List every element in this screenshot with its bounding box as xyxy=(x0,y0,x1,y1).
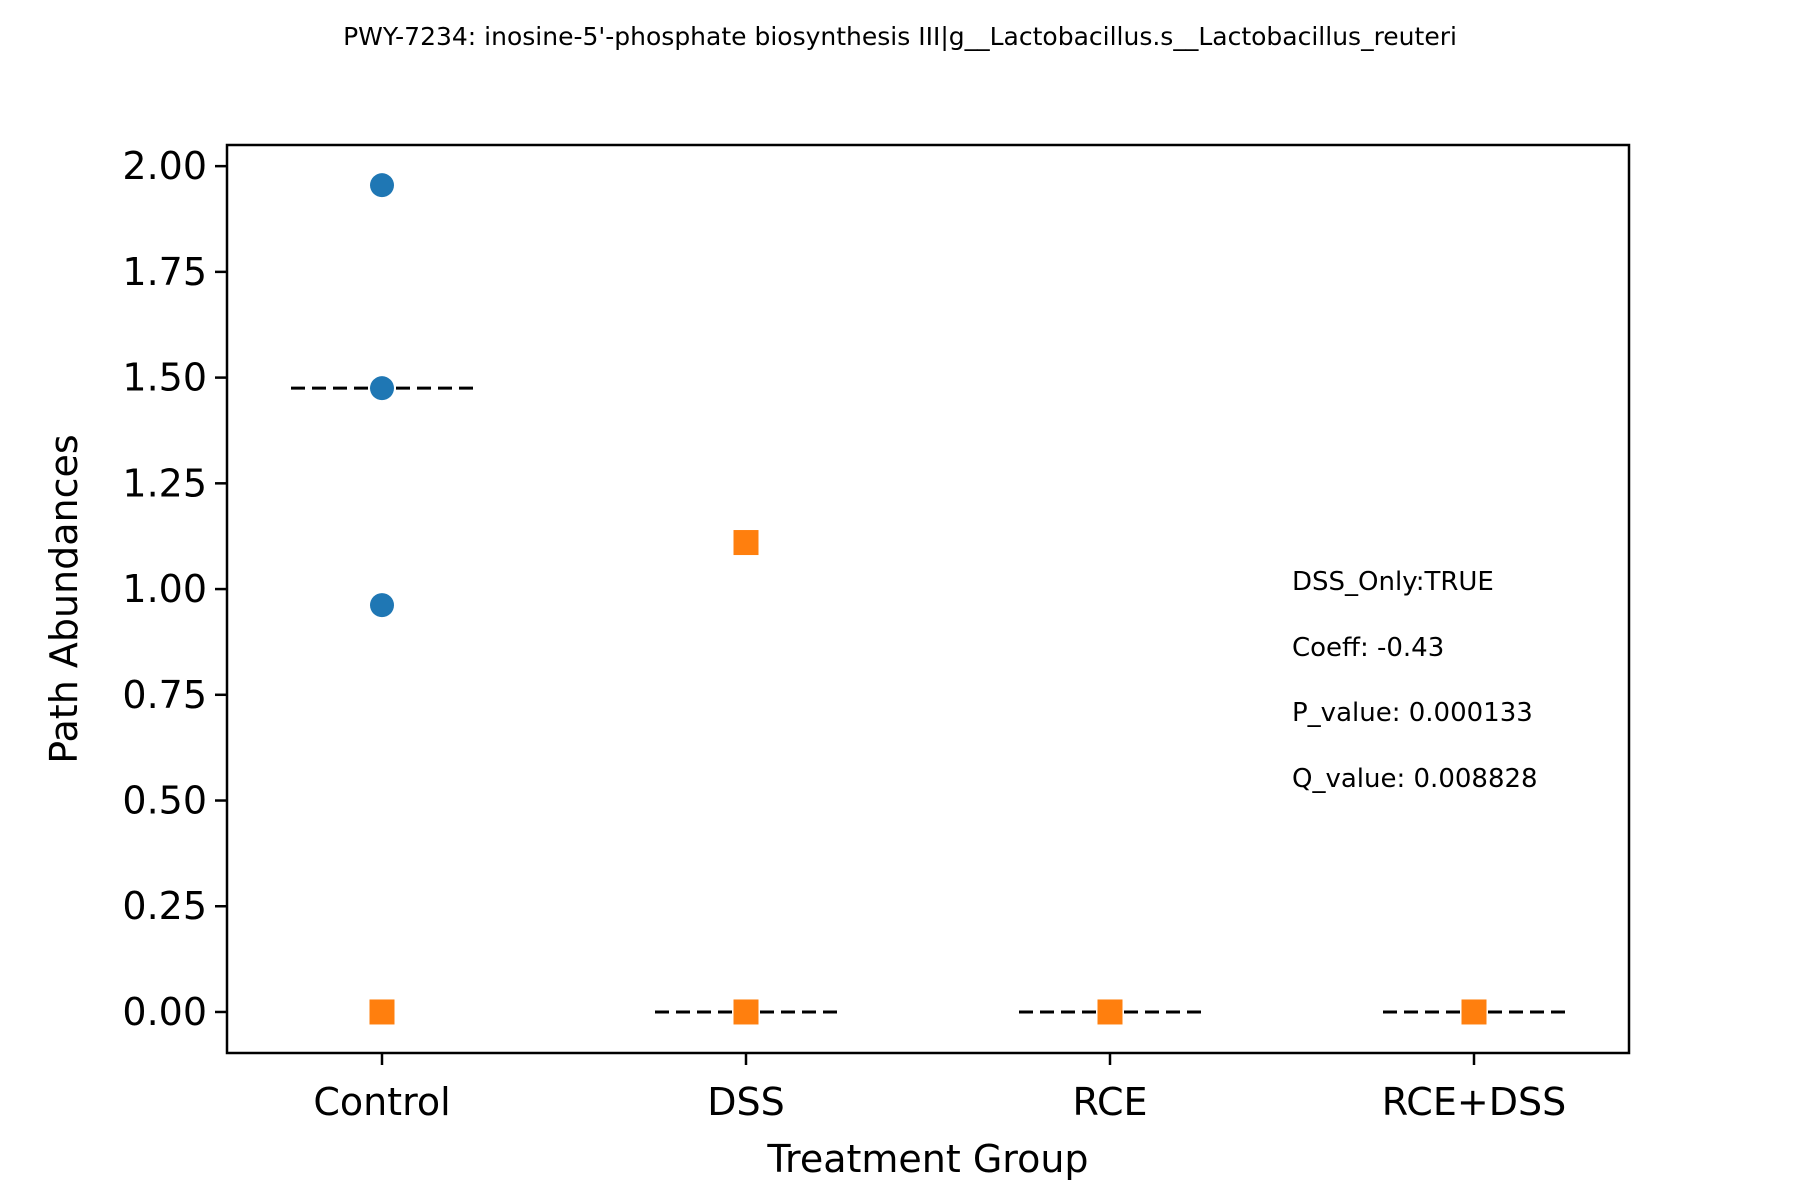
plot-area xyxy=(291,173,1565,1025)
y-tick-label: 0.25 xyxy=(122,884,207,928)
data-point-square xyxy=(1461,999,1487,1025)
data-point-square xyxy=(733,999,759,1025)
x-axis-label: Treatment Group xyxy=(766,1137,1088,1181)
stats-annotation: DSS_Only:TRUE Coeff: -0.43 P_value: 0.00… xyxy=(1292,567,1538,794)
y-tick-label: 1.75 xyxy=(122,250,207,294)
x-tick-label: RCE xyxy=(1072,1080,1147,1124)
x-tick-label: Control xyxy=(313,1080,450,1124)
data-point-square xyxy=(733,530,759,556)
axes: 0.00 0.25 0.50 0.75 1.00 1.25 1.50 1.75 2.00 Cont… xyxy=(122,144,1566,1124)
annotation-coeff: Coeff: -0.43 xyxy=(1292,633,1444,663)
y-axis-label: Path Abundances xyxy=(42,434,86,763)
annotation-group: DSS_Only:TRUE xyxy=(1292,567,1494,597)
y-tick-label: 0.50 xyxy=(122,779,207,823)
x-tick-label: DSS xyxy=(707,1080,785,1124)
y-tick-label: 1.25 xyxy=(122,461,207,505)
y-tick-label: 1.00 xyxy=(122,567,207,611)
annotation-q-value: Q_value: 0.008828 xyxy=(1292,764,1538,794)
y-tick-label: 0.00 xyxy=(122,990,207,1034)
annotation-p-value: P_value: 0.000133 xyxy=(1292,698,1533,728)
data-point-circle xyxy=(370,376,394,401)
chart-title: PWY-7234: inosine-5'-phosphate biosynthe… xyxy=(343,22,1457,51)
data-point-square xyxy=(1097,999,1123,1025)
x-tick-label: RCE+DSS xyxy=(1382,1080,1566,1124)
y-tick-label: 0.75 xyxy=(122,673,207,717)
data-point-circle xyxy=(370,593,394,618)
y-tick-label: 1.50 xyxy=(122,356,207,400)
data-point-square xyxy=(369,999,395,1025)
y-tick-label: 2.00 xyxy=(122,144,207,188)
plot-frame xyxy=(225,143,1631,1055)
data-point-circle xyxy=(370,173,394,198)
